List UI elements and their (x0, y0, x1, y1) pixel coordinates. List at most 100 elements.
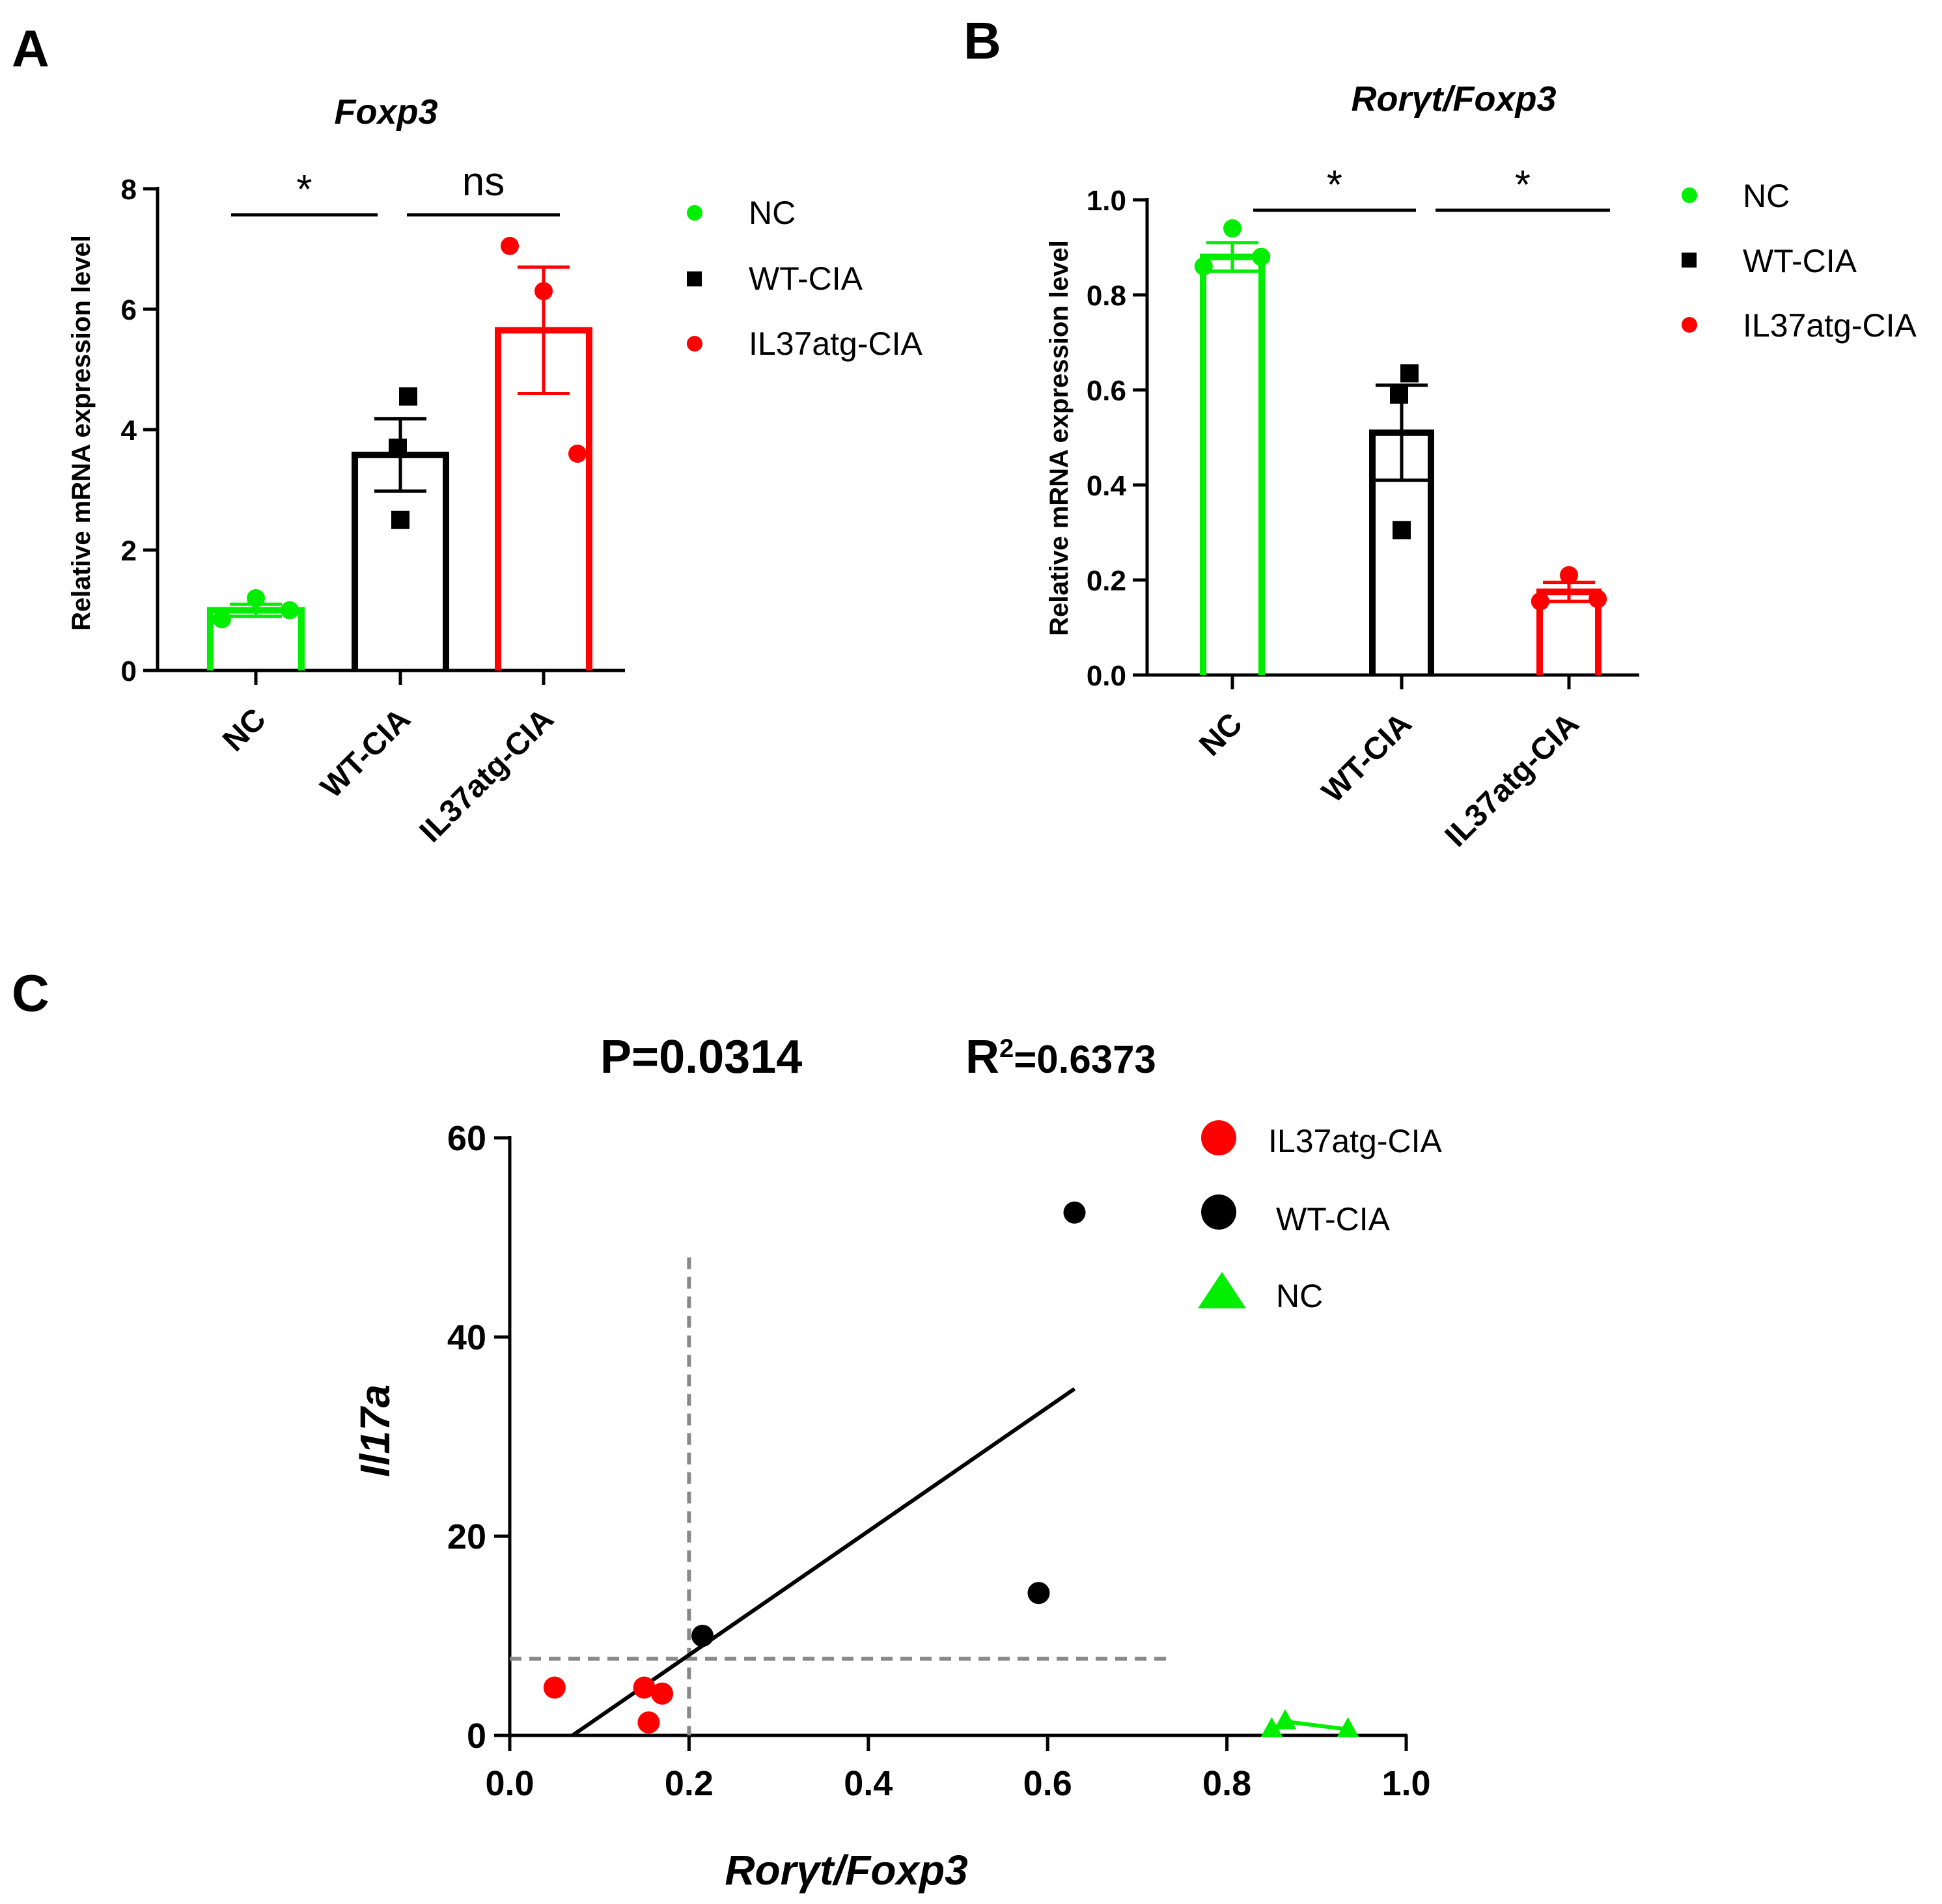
bar-nc (1200, 253, 1265, 675)
panel-a-significance: * ns (296, 159, 505, 212)
panel-b-significance: * * (1327, 163, 1531, 208)
panel-b-y-tick-label: 0.4 (1087, 470, 1127, 502)
panel-b-categories: NC WT-CIA IL37atg-CIA (1193, 706, 1585, 853)
panel-c-y-tick-label: 60 (447, 1119, 486, 1158)
panel-c-x-tick-label: 0.8 (1202, 1764, 1251, 1803)
panel-a-category-label: WT-CIA (314, 702, 417, 805)
panel-c-y-tick-label: 40 (447, 1318, 486, 1357)
panel-a: A Foxp3 Relative mRNA expression level 0… (12, 20, 922, 849)
panel-c-label: C (12, 964, 49, 1022)
stat-r-squared-prefix: R (965, 1031, 999, 1083)
data-point-wt-cia (1027, 1582, 1050, 1605)
legend-nc-marker (687, 205, 702, 221)
data-point-nc (247, 589, 265, 607)
data-point-il37atg-cia (1560, 566, 1578, 585)
panel-c-x-tick-label: 1.0 (1381, 1764, 1430, 1803)
legend-il37atg-cia-label: IL37atg-CIA (1268, 1123, 1442, 1159)
stat-r-squared: R2=0.6373 (965, 1031, 1156, 1083)
panel-c-x-axis-label: Rorγt/Foxp3 (725, 1847, 967, 1894)
panel-b-category-label: NC (1193, 706, 1249, 762)
panel-a-y-tick-label: 4 (121, 415, 137, 447)
panel-c-x-tick-label: 0.6 (1023, 1764, 1072, 1803)
stat-r-squared-value: =0.6373 (1014, 1038, 1156, 1081)
panel-b-y-axis-label: Relative mRNA expression level (1045, 240, 1074, 636)
panel-b-category-label: IL37atg-CIA (1439, 706, 1586, 853)
legend-wt-cia-label: WT-CIA (749, 260, 863, 297)
stat-p-value: P=0.0314 (600, 1031, 802, 1083)
panel-c-x-tick-label: 0.4 (844, 1764, 893, 1803)
panel-b-y-tick-label: 0.8 (1087, 280, 1126, 312)
data-point-wt-cia (691, 1625, 714, 1647)
data-point-il37atg-cia (633, 1676, 656, 1699)
data-point-wt-cia (1393, 521, 1411, 540)
data-point-il37atg-cia (1531, 592, 1549, 611)
data-point-il37atg-cia (637, 1711, 660, 1734)
data-point-wt-cia (1400, 364, 1419, 383)
panel-a-y-axis-label: Relative mRNA expression level (67, 235, 96, 631)
data-point-il37atg-cia (568, 445, 587, 463)
panel-b-y-tick-label: 1.0 (1087, 185, 1126, 217)
panel-c-legend: IL37atg-CIA WT-CIA NC (1198, 1120, 1442, 1314)
panel-a-title: Foxp3 (334, 92, 437, 131)
panel-b-label: B (964, 12, 1001, 70)
panel-b: B Rorγt/Foxp3 Relative mRNA expression l… (964, 12, 1917, 853)
legend-wt-cia-label: WT-CIA (1276, 1201, 1391, 1237)
data-point-wt-cia (399, 387, 417, 406)
stat-r-squared-superscript: 2 (999, 1034, 1014, 1063)
panel-a-y-tick-label: 8 (121, 174, 137, 206)
data-point-il37atg-cia (543, 1676, 566, 1699)
panel-c-y-axis-label: Il17a (352, 1385, 398, 1477)
panel-a-category-label: NC (216, 702, 272, 758)
data-point-il37atg-cia (651, 1682, 674, 1705)
panel-a-y-tick-label: 0 (121, 655, 137, 687)
legend-nc-label: NC (1743, 178, 1790, 214)
panel-c-plot (494, 1136, 1408, 1751)
panel-a-categories: NC WT-CIA IL37atg-CIA (216, 702, 560, 849)
legend-il37atg-cia-label: IL37atg-CIA (1743, 307, 1917, 344)
data-point-nc (1194, 257, 1213, 276)
panel-b-title: Rorγt/Foxp3 (1351, 79, 1556, 118)
panel-b-y-ticks: 0.0 0.2 0.4 0.6 0.8 1.0 (1087, 185, 1127, 692)
legend-nc-marker (1682, 187, 1697, 203)
data-point-nc (1260, 1717, 1283, 1737)
panel-a-y-ticks: 0 2 4 6 8 (121, 174, 137, 687)
panel-b-category-label: WT-CIA (1316, 706, 1419, 809)
panel-a-category-label: IL37atg-CIA (413, 702, 561, 849)
legend-nc-marker (1198, 1272, 1246, 1308)
panel-a-significance-label: ns (462, 159, 505, 204)
data-point-il37atg-cia (1588, 590, 1607, 609)
legend-nc-label: NC (749, 195, 796, 231)
panel-c-x-tick-label: 0.0 (485, 1764, 534, 1803)
legend-wt-cia-label: WT-CIA (1743, 243, 1857, 279)
legend-il37atg-cia-marker (687, 336, 702, 352)
panel-b-significance-label: * (1327, 163, 1342, 208)
panel-a-plot (143, 187, 625, 685)
panel-c-y-tick-label: 0 (467, 1717, 486, 1756)
regression-line (571, 1387, 1076, 1737)
legend-il37atg-cia-marker (1682, 317, 1697, 333)
panel-c-x-ticks: 0.0 0.2 0.4 0.6 0.8 1.0 (485, 1764, 1430, 1803)
legend-wt-cia-marker (1682, 253, 1697, 268)
panel-a-y-tick-label: 6 (121, 294, 137, 326)
panel-c-y-ticks: 0 20 40 60 (447, 1119, 486, 1756)
data-point-il37atg-cia (501, 236, 519, 255)
data-point-nc (1252, 247, 1271, 266)
data-point-wt-cia (389, 438, 407, 457)
legend-il37atg-cia-label: IL37atg-CIA (749, 325, 922, 362)
panel-b-y-tick-label: 0.6 (1087, 375, 1126, 407)
panel-b-y-tick-label: 0.0 (1087, 660, 1126, 692)
data-point-wt-cia (1063, 1201, 1086, 1224)
data-point-wt-cia (391, 510, 409, 529)
panel-a-y-tick-label: 2 (121, 535, 137, 567)
legend-il37atg-cia-marker (1201, 1120, 1236, 1155)
panel-b-y-tick-label: 0.2 (1087, 565, 1126, 597)
panel-b-plot (1133, 198, 1639, 689)
panel-b-legend: NC WT-CIA IL37atg-CIA (1682, 178, 1917, 344)
data-point-il37atg-cia (534, 282, 553, 301)
data-point-nc (1223, 219, 1241, 238)
panel-a-significance-label: * (296, 167, 312, 212)
panel-c-y-tick-label: 20 (447, 1517, 486, 1556)
data-point-nc (1337, 1717, 1359, 1737)
panel-a-legend: NC WT-CIA IL37atg-CIA (687, 195, 922, 362)
